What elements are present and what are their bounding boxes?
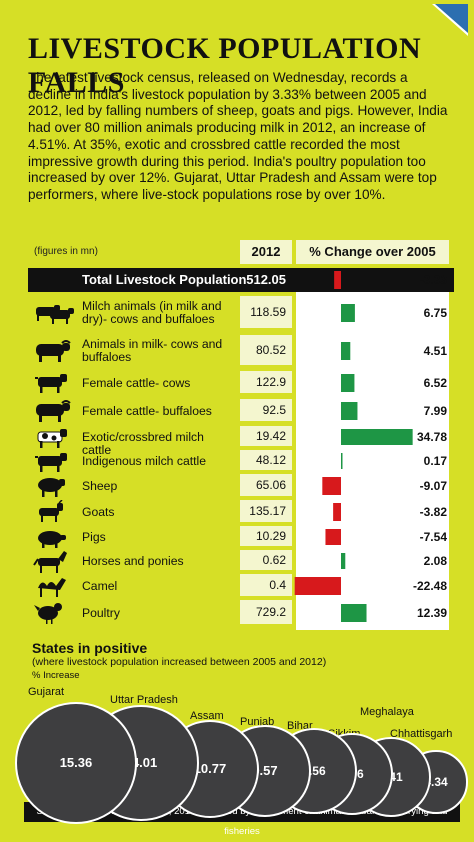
cow-icon: [32, 371, 76, 400]
livestock-row-label: Pigs: [82, 529, 106, 544]
livestock-row-change: 2.08: [423, 554, 447, 568]
livestock-row-value: 65.06: [240, 474, 292, 496]
livestock-row: Female cattle- cows 122.9 6.52: [0, 371, 474, 395]
intro-paragraph: The latest livestock census, released on…: [28, 70, 448, 202]
livestock-row-value: 48.12: [240, 450, 292, 470]
livestock-row-label: Animals in milk- cows and buffaloes: [82, 337, 223, 364]
horse-icon: [32, 550, 76, 579]
livestock-row: Horses and ponies 0.62 2.08: [0, 550, 474, 573]
livestock-row: Exotic/crossbred milch cattle 19.42 34.78: [0, 426, 474, 456]
livestock-row-label: Camel: [82, 578, 118, 593]
pig-icon: [32, 526, 76, 555]
goat-icon: [32, 499, 76, 529]
buffalo-icon: [32, 399, 76, 428]
livestock-row: Female cattle- buffaloes 92.5 7.99: [0, 399, 474, 423]
total-row-value: 512.05: [246, 272, 286, 287]
livestock-row-change: -7.54: [419, 530, 447, 544]
livestock-row-label: Exotic/crossbred milch cattle: [82, 429, 204, 457]
state-name-label: Assam: [190, 710, 224, 722]
livestock-row: Sheep 65.06 -9.07: [0, 474, 474, 498]
livestock-row-label: Indigenous milch cattle: [82, 453, 206, 468]
livestock-row-label: Horses and ponies: [82, 553, 184, 568]
livestock-row: Camel 0.4 -22.48: [0, 574, 474, 598]
total-row-band: [28, 268, 454, 292]
livestock-row-change: 0.17: [423, 454, 447, 468]
total-row-change: -3.33: [419, 273, 447, 287]
livestock-row-value: 19.42: [240, 426, 292, 446]
livestock-row-value: 118.59: [240, 296, 292, 328]
livestock-row: Milch animals (in milk and dry)- cows an…: [0, 296, 474, 330]
livestock-row-value: 80.52: [240, 335, 292, 365]
column-header-change: % Change over 2005: [296, 240, 449, 264]
livestock-row-value: 92.5: [240, 399, 292, 421]
livestock-row: Poultry 729.2 12.39: [0, 600, 474, 626]
livestock-row-change: 12.39: [416, 606, 447, 620]
livestock-row-label: Poultry: [82, 605, 120, 620]
spotted-cow-icon: [32, 426, 76, 455]
state-name-label: Punjab: [240, 716, 275, 728]
livestock-row-label: Milch animals (in milk and dry)- cows an…: [82, 299, 222, 326]
state-name-label: Meghalaya: [360, 706, 414, 718]
change-bar-panel: [296, 268, 449, 630]
total-row-label: Total Livestock Population: [82, 272, 247, 287]
livestock-row: Indigenous milch cattle 48.12 0.17: [0, 450, 474, 472]
buffalo-icon: [32, 339, 76, 368]
states-title: States in positive: [32, 640, 148, 656]
camel-icon: [32, 574, 76, 603]
livestock-row-label: Sheep: [82, 478, 118, 493]
state-name-label: Chhattisgarh: [390, 728, 453, 740]
livestock-row: Animals in milk- cows and buffaloes 80.52…: [0, 335, 474, 367]
livestock-row-change: 34.78: [416, 430, 447, 444]
livestock-row-label: Female cattle- cows: [82, 375, 191, 390]
state-name-label: Gujarat: [28, 686, 65, 698]
livestock-row-value: 0.62: [240, 550, 292, 570]
livestock-row-change: -3.82: [419, 505, 447, 519]
livestock-row: Pigs 10.29 -7.54: [0, 526, 474, 548]
livestock-row-change: 4.51: [423, 344, 447, 358]
unit-note: (figures in mn): [34, 246, 98, 257]
livestock-row-value: 122.9: [240, 371, 292, 393]
livestock-row-change: -9.07: [419, 479, 447, 493]
livestock-row-label: Goats: [82, 504, 115, 519]
hen-icon: [32, 601, 76, 630]
livestock-row-value: 135.17: [240, 500, 292, 522]
livestock-row-change: 7.99: [423, 404, 447, 418]
livestock-row-value: 0.4: [240, 574, 292, 596]
cow-buffalo-icon: [32, 301, 76, 330]
cow-icon: [32, 450, 76, 479]
state-bubble: 15.36: [14, 701, 138, 825]
bookmark-corner-icon: [432, 4, 468, 36]
sheep-icon: [32, 474, 76, 503]
livestock-row: Goats 135.17 -3.82: [0, 499, 474, 524]
column-header-2012: 2012: [240, 240, 292, 264]
livestock-row-change: 6.75: [423, 306, 447, 320]
livestock-row-change: 6.52: [423, 376, 447, 390]
livestock-row-value: 10.29: [240, 526, 292, 546]
livestock-row-value: 729.2: [240, 600, 292, 624]
livestock-row-label: Female cattle- buffaloes: [82, 403, 212, 418]
page-title: LIVESTOCK POPULATION FALLS: [28, 32, 422, 99]
state-name-label: Uttar Pradesh: [110, 694, 178, 706]
states-unit: % Increase: [32, 670, 80, 681]
livestock-row-change: -22.48: [412, 579, 447, 593]
states-subtitle: (where livestock population increased be…: [32, 656, 327, 668]
